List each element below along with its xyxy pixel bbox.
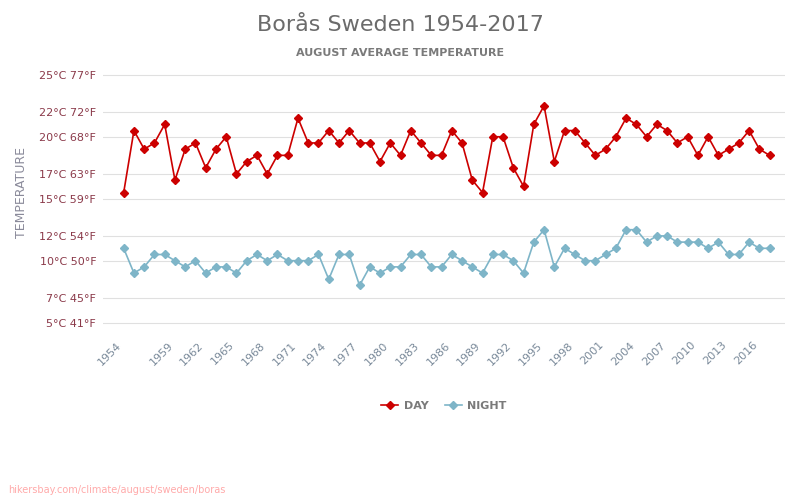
DAY xyxy=(119,190,129,196)
DAY xyxy=(478,190,487,196)
DAY xyxy=(201,164,210,170)
NIGHT xyxy=(447,252,457,258)
NIGHT xyxy=(119,246,129,252)
Line: NIGHT: NIGHT xyxy=(121,227,772,288)
Legend: DAY, NIGHT: DAY, NIGHT xyxy=(377,396,511,415)
DAY xyxy=(386,140,395,146)
NIGHT xyxy=(560,246,570,252)
NIGHT xyxy=(354,282,364,288)
DAY xyxy=(437,152,446,158)
Text: Borås Sweden 1954-2017: Borås Sweden 1954-2017 xyxy=(257,15,543,35)
NIGHT xyxy=(488,252,498,258)
NIGHT xyxy=(765,246,774,252)
DAY xyxy=(765,152,774,158)
NIGHT xyxy=(396,264,406,270)
NIGHT xyxy=(539,226,549,232)
DAY xyxy=(550,158,559,164)
Y-axis label: TEMPERATURE: TEMPERATURE xyxy=(15,147,28,238)
NIGHT xyxy=(550,264,559,270)
Text: hikersbay.com/climate/august/sweden/boras: hikersbay.com/climate/august/sweden/bora… xyxy=(8,485,226,495)
DAY xyxy=(529,122,538,128)
Text: AUGUST AVERAGE TEMPERATURE: AUGUST AVERAGE TEMPERATURE xyxy=(296,48,504,58)
Line: DAY: DAY xyxy=(121,103,772,196)
NIGHT xyxy=(201,270,210,276)
DAY xyxy=(539,103,549,109)
